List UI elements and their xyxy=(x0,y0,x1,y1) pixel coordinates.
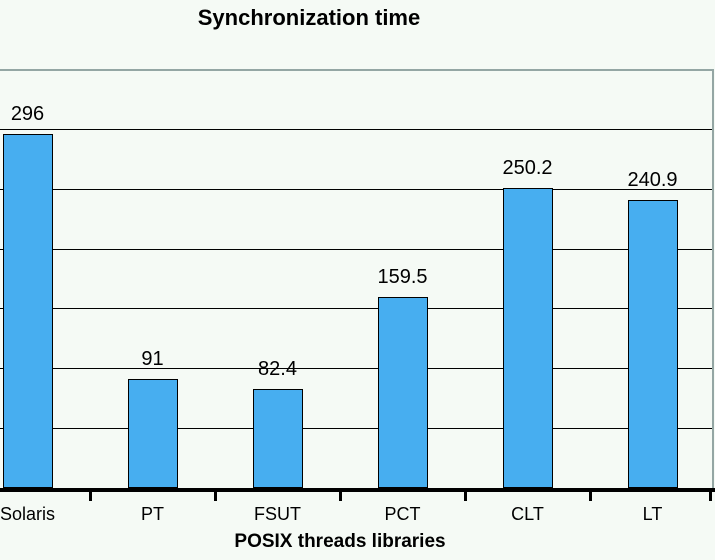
axis-tick xyxy=(588,492,592,501)
category-label: FSUT xyxy=(254,504,301,524)
category-label: LT xyxy=(642,504,663,524)
bar xyxy=(377,297,428,488)
axis-tick xyxy=(213,492,217,501)
bar-value-label: 91 xyxy=(141,348,164,371)
bar-value-label: 159.5 xyxy=(377,266,428,289)
gridline xyxy=(0,189,712,190)
bar-value-label: 82.4 xyxy=(258,358,297,381)
axis-tick xyxy=(463,492,467,501)
category-label: PCT xyxy=(384,504,421,524)
gridline xyxy=(0,428,712,429)
chart-title: Synchronization time xyxy=(197,5,421,30)
x-axis-line xyxy=(0,488,715,492)
bar-value-label: 240.9 xyxy=(627,168,678,191)
gridline xyxy=(0,249,712,250)
axis-tick xyxy=(88,492,92,501)
gridline xyxy=(0,368,712,369)
x-axis-title: POSIX threads libraries xyxy=(234,531,446,552)
axis-tick xyxy=(338,492,342,501)
axis-tick xyxy=(708,492,712,501)
plot-right-border xyxy=(712,69,714,490)
category-label: Solaris xyxy=(0,504,56,524)
bar xyxy=(2,133,53,488)
bar xyxy=(127,379,178,488)
category-label: CLT xyxy=(511,504,544,524)
category-label: PT xyxy=(140,504,164,524)
bar xyxy=(502,188,553,488)
gridline xyxy=(0,129,712,130)
gridline xyxy=(0,308,712,309)
bar xyxy=(252,389,303,488)
plot-top-border xyxy=(0,69,714,71)
bar-value-label: 296 xyxy=(10,102,45,125)
bar-value-label: 250.2 xyxy=(502,157,553,180)
bar xyxy=(627,199,678,488)
